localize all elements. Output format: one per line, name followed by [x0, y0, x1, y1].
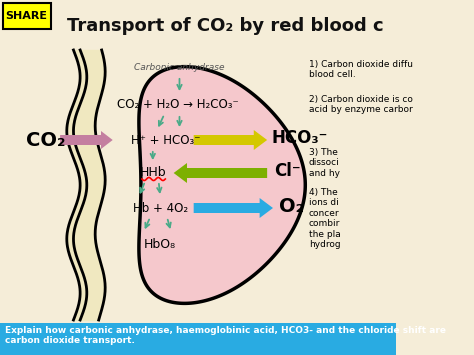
Text: HCO₃⁻: HCO₃⁻: [271, 129, 328, 147]
Text: Transport of CO₂ by red blood c: Transport of CO₂ by red blood c: [67, 17, 384, 35]
Polygon shape: [139, 67, 305, 304]
FancyBboxPatch shape: [3, 3, 51, 29]
Text: HHb: HHb: [139, 166, 166, 180]
Polygon shape: [194, 130, 267, 150]
Text: 3) The
dissoci
and hy: 3) The dissoci and hy: [309, 148, 340, 178]
Text: H⁺ + HCO₃⁻: H⁺ + HCO₃⁻: [130, 133, 200, 147]
Polygon shape: [173, 163, 267, 183]
Text: SHARE: SHARE: [6, 11, 48, 21]
Text: Cl⁻: Cl⁻: [274, 162, 301, 180]
Polygon shape: [194, 198, 273, 218]
Polygon shape: [60, 131, 113, 149]
Text: Hb + 4O₂: Hb + 4O₂: [133, 202, 188, 214]
Text: O₂: O₂: [279, 197, 304, 215]
Text: CO₂ + H₂O → H₂CO₃⁻: CO₂ + H₂O → H₂CO₃⁻: [117, 98, 239, 111]
Text: 1) Carbon dioxide diffu
blood cell.: 1) Carbon dioxide diffu blood cell.: [309, 60, 413, 80]
Text: 2) Carbon dioxide is co
acid by enzyme carbor: 2) Carbon dioxide is co acid by enzyme c…: [309, 95, 413, 114]
FancyBboxPatch shape: [0, 0, 396, 48]
Text: CO₂: CO₂: [26, 131, 66, 149]
Text: 4) The
ions di
concer
combir
the pla
hydrog: 4) The ions di concer combir the pla hyd…: [309, 188, 341, 249]
Polygon shape: [0, 323, 396, 355]
Text: Carbonic anhydrase: Carbonic anhydrase: [134, 64, 225, 72]
Text: HbO₈: HbO₈: [144, 239, 175, 251]
Text: Explain how carbonic anhydrase, haemoglobinic acid, HCO3- and the chloride shift: Explain how carbonic anhydrase, haemoglo…: [5, 326, 446, 345]
